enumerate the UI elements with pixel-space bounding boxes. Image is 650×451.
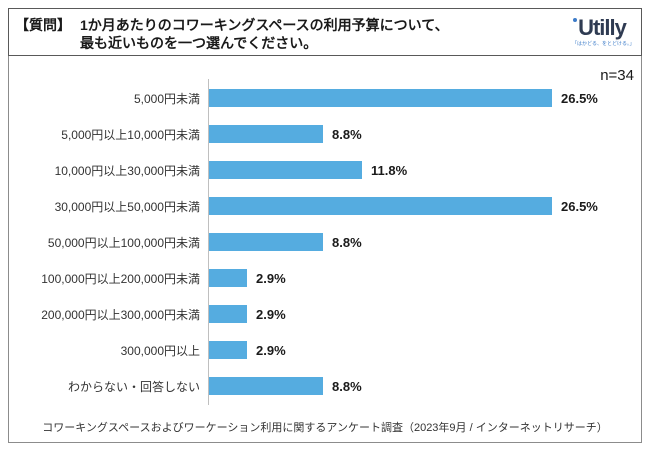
chart-row: 5,000円未満 26.5% — [9, 80, 641, 116]
bar — [209, 341, 247, 359]
chart-row: 30,000円以上50,000円未満 26.5% — [9, 188, 641, 224]
category-label: 5,000円未満 — [133, 91, 200, 106]
category-label: 50,000円以上100,000円未満 — [47, 235, 200, 250]
category-label: わからない・回答しない — [67, 379, 200, 394]
category-label: 10,000円以上30,000円未満 — [54, 163, 200, 178]
question-line1: 1か月あたりのコワーキングスペースの利用予算について、 — [80, 17, 449, 33]
bar — [209, 125, 323, 143]
value-label: 11.8% — [371, 162, 408, 178]
value-label: 8.8% — [332, 378, 362, 394]
logo-tagline: 「はかどる、をとどける。」 — [572, 41, 635, 47]
category-label: 5,000円以上10,000円未満 — [61, 127, 200, 142]
bar — [209, 269, 247, 287]
value-label: 2.9% — [256, 342, 286, 358]
bar-rows: 5,000円未満 26.5% 5,000円以上10,000円未満 8.8% 10,000… — [9, 80, 641, 404]
chart-row: 10,000円以上30,000円未満 11.8% — [9, 152, 641, 188]
bar — [209, 89, 552, 107]
question-header: 【質問】 1か月あたりのコワーキングスペースの利用予算について、 最も近いものを… — [8, 8, 642, 56]
question-line2: 最も近いものを一つ選んでください。 — [80, 35, 318, 51]
chart-row: 300,000円以上 2.9% — [9, 332, 641, 368]
value-label: 8.8% — [332, 126, 362, 142]
source-note: コワーキングスペースおよびワーケーション利用に関するアンケート調査（2023年9… — [42, 422, 608, 434]
y-axis-line — [208, 79, 209, 405]
category-label: 30,000円以上50,000円未満 — [54, 199, 200, 214]
chart-row: 200,000円以上300,000円未満 2.9% — [9, 296, 641, 332]
bar — [209, 161, 362, 179]
sample-size-label: n=34 — [600, 67, 634, 84]
bar — [209, 377, 323, 395]
chart-row: わからない・回答しない 8.8% — [9, 368, 641, 404]
category-label: 300,000円以上 — [120, 343, 200, 358]
chart-row: 100,000円以上200,000円未満 2.9% — [9, 260, 641, 296]
category-label: 200,000円以上300,000円未満 — [41, 307, 200, 322]
bar — [209, 197, 552, 215]
value-label: 8.8% — [332, 234, 362, 250]
value-label: 26.5% — [561, 90, 598, 106]
value-label: 26.5% — [561, 198, 598, 214]
value-label: 2.9% — [256, 270, 286, 286]
bar — [209, 305, 247, 323]
value-label: 2.9% — [256, 306, 286, 322]
question-text: 【質問】 1か月あたりのコワーキングスペースの利用予算について、 最も近いものを… — [9, 9, 641, 52]
logo-name: Utilly — [578, 15, 627, 40]
chart-row: 5,000円以上10,000円未満 8.8% — [9, 116, 641, 152]
chart-area: n=34 5,000円未満 26.5% 5,000円以上10,000円未満 8.8% 1… — [8, 56, 642, 443]
logo-wordmark: Utilly — [572, 15, 632, 41]
utilly-logo: Utilly 「はかどる、をとどける。」 — [572, 15, 635, 48]
question-prefix: 【質問】 — [15, 17, 71, 33]
logo-dot-icon — [573, 18, 577, 22]
bar — [209, 233, 323, 251]
category-label: 100,000円以上200,000円未満 — [41, 271, 200, 286]
chart-row: 50,000円以上100,000円未満 8.8% — [9, 224, 641, 260]
